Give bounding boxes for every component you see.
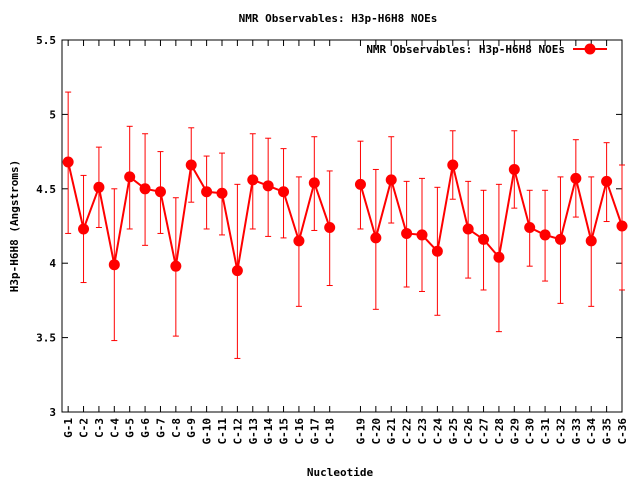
data-point-C-26	[462, 223, 474, 235]
y-tick-label: 5	[49, 108, 56, 121]
data-point-C-20	[370, 232, 382, 244]
data-point-C-16	[293, 235, 305, 247]
data-point-G-25	[447, 159, 459, 171]
x-tick-label: C-34	[585, 418, 598, 445]
data-point-C-36	[616, 220, 628, 232]
data-point-C-18	[324, 221, 336, 233]
data-point-C-4	[108, 259, 120, 271]
x-tick-label: G-14	[262, 418, 275, 445]
data-point-G-5	[124, 171, 136, 183]
data-point-C-23	[416, 229, 428, 241]
x-tick-label: G-35	[601, 418, 614, 445]
legend-marker	[584, 43, 596, 55]
series-line-segment	[67, 161, 331, 272]
data-point-G-9	[185, 159, 197, 171]
x-tick-label: G-6	[139, 418, 152, 438]
x-tick-label: G-29	[508, 418, 521, 445]
x-tick-label: G-1	[62, 418, 75, 438]
x-tick-label: C-24	[431, 418, 444, 445]
x-tick-label: C-31	[539, 418, 552, 445]
x-tick-label: G-10	[201, 418, 214, 445]
x-tick-label: G-17	[308, 418, 321, 445]
x-tick-label: G-33	[570, 418, 583, 445]
x-tick-label: G-9	[185, 418, 198, 438]
legend: NMR Observables: H3p-H6H8 NOEs	[366, 43, 607, 56]
chart-title: NMR Observables: H3p-H6H8 NOEs	[239, 12, 438, 25]
x-tick-label: C-23	[416, 418, 429, 445]
data-point-G-1	[62, 156, 74, 168]
x-tick-label: C-16	[293, 418, 306, 445]
x-axis-label: Nucleotide	[307, 466, 374, 479]
series-line-segment	[359, 163, 623, 259]
data-point-C-27	[478, 233, 490, 245]
data-point-G-14	[262, 180, 274, 192]
data-point-G-10	[201, 186, 213, 198]
x-tick-label: C-8	[170, 418, 183, 438]
x-tick-label: C-26	[462, 418, 475, 445]
data-point-C-8	[170, 260, 182, 272]
y-axis-label: H3p-H6H8 (Angstroms)	[8, 160, 21, 292]
x-tick-label: C-3	[93, 418, 106, 438]
data-point-G-6	[139, 183, 151, 195]
x-tick-label: G-21	[385, 418, 398, 445]
data-point-G-7	[154, 186, 166, 198]
x-axis: G-1 C-2 C-3 C-4 G-5 G-6 G-7 C-8 G-9 G-10 C-11 C-12 G…	[62, 40, 629, 445]
y-tick-label: 3	[49, 406, 56, 419]
data-point-G-29	[508, 163, 520, 175]
data-point-C-32	[554, 233, 566, 245]
data-point-C-11	[216, 187, 228, 199]
x-tick-label: G-13	[247, 418, 260, 445]
data-point-C-31	[539, 229, 551, 241]
data-point-G-13	[247, 174, 259, 186]
data-point-G-17	[308, 177, 320, 189]
x-tick-label: C-28	[493, 418, 506, 445]
x-tick-label: C-32	[554, 418, 567, 445]
y-tick-label: 4	[49, 257, 56, 270]
y-axis: 3 3.5 4 4.5 5 5.5	[36, 34, 622, 419]
x-tick-label: G-5	[124, 418, 137, 438]
y-tick-label: 5.5	[36, 34, 56, 47]
y-tick-label: 4.5	[36, 183, 56, 196]
x-tick-label: G-7	[154, 418, 167, 438]
data-points	[62, 156, 628, 277]
x-tick-label: C-18	[324, 418, 337, 445]
data-point-C-30	[524, 221, 536, 233]
data-point-G-15	[278, 186, 290, 198]
data-point-C-34	[585, 235, 597, 247]
data-point-C-28	[493, 251, 505, 263]
data-point-G-33	[570, 172, 582, 184]
legend-label: NMR Observables: H3p-H6H8 NOEs	[366, 43, 565, 56]
x-tick-label: C-4	[108, 418, 121, 438]
x-tick-label: C-11	[216, 418, 229, 445]
x-tick-label: C-27	[478, 418, 491, 445]
x-tick-label: C-20	[370, 418, 383, 445]
x-tick-label: C-22	[401, 418, 414, 445]
x-tick-label: C-30	[524, 418, 537, 445]
x-tick-label: G-19	[354, 418, 367, 445]
series-lines	[67, 161, 623, 272]
data-point-G-19	[354, 178, 366, 190]
x-tick-label: C-36	[616, 418, 629, 445]
x-tick-label: G-15	[278, 418, 291, 445]
data-point-C-22	[401, 227, 413, 239]
data-point-G-21	[385, 174, 397, 186]
x-tick-label: C-2	[78, 418, 91, 438]
data-point-C-12	[231, 265, 243, 277]
x-tick-label: C-12	[231, 418, 244, 445]
data-point-C-3	[93, 181, 105, 193]
y-tick-label: 3.5	[36, 332, 56, 345]
data-point-C-2	[78, 223, 90, 235]
x-tick-label: G-25	[447, 418, 460, 445]
data-point-G-35	[601, 175, 613, 187]
data-point-C-24	[431, 245, 443, 257]
